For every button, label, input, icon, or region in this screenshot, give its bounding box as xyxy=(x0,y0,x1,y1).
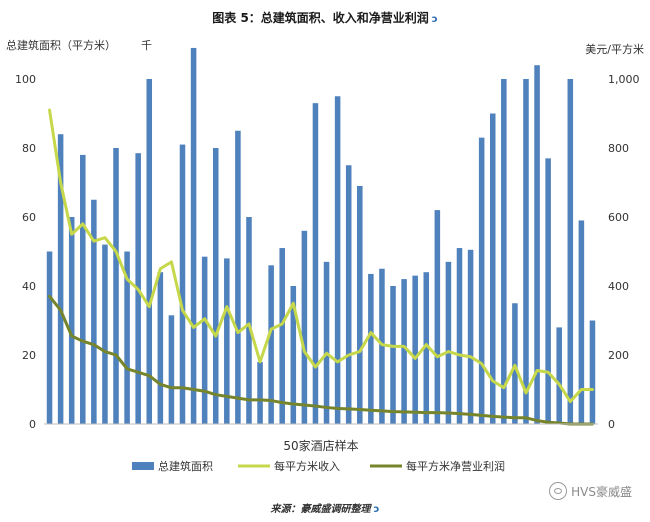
bar-gfa-10 xyxy=(146,79,153,424)
bar-gfa-16 xyxy=(212,148,219,424)
left-tick-label: 20 xyxy=(22,349,36,362)
bar-gfa-1 xyxy=(46,251,53,424)
left-tick-label: 0 xyxy=(29,418,36,431)
bar-gfa-20 xyxy=(257,361,263,424)
title-mark: ↄ xyxy=(431,14,438,25)
legend: 总建筑面积 每平方米收入 每平方米净营业利润 xyxy=(132,459,505,473)
bar-gfa-8 xyxy=(124,251,130,424)
source-mark: ↄ xyxy=(373,504,380,515)
line-revenue xyxy=(48,108,594,404)
chart-title: 图表 5：总建筑面积、收入和净营业利润 ↄ xyxy=(212,11,438,25)
right-tick-label: 800 xyxy=(608,142,629,155)
legend-label-gfa: 总建筑面积 xyxy=(158,459,213,473)
bar-gfa-30 xyxy=(368,273,374,424)
line-profit xyxy=(48,294,594,426)
bar-gfa-4 xyxy=(80,154,86,424)
right-tick-label: 0 xyxy=(608,418,615,431)
bar-gfa-19 xyxy=(246,217,252,424)
bar-gfa-43 xyxy=(512,303,518,424)
bar-gfa-13 xyxy=(179,144,186,425)
bar-gfa-34 xyxy=(412,275,418,424)
bar-gfa-50 xyxy=(589,320,596,424)
bar-gfa-12 xyxy=(168,315,175,424)
bar-gfa-38 xyxy=(456,248,463,424)
bar-gfa-35 xyxy=(423,272,430,424)
legend-label-revenue: 每平方米收入 xyxy=(274,459,340,473)
bar-gfa-2 xyxy=(57,134,64,424)
right-axis-ticks: 0 200 400 600 800 1,000 xyxy=(608,73,640,431)
bar-gfa-7 xyxy=(113,148,119,424)
bar-gfa-40 xyxy=(478,137,485,424)
bar-gfa-22 xyxy=(279,248,285,424)
legend-label-profit: 每平方米净营业利润 xyxy=(406,459,505,473)
left-tick-label: 60 xyxy=(22,211,36,224)
wechat-icon xyxy=(549,482,568,500)
bar-gfa-14 xyxy=(190,47,197,424)
bar-gfa-6 xyxy=(102,244,108,424)
bar-gfa-25 xyxy=(312,103,319,425)
watermark: HVS豪威盛 xyxy=(549,482,632,500)
bar-gfa-28 xyxy=(345,165,352,424)
bar-gfa-33 xyxy=(401,279,407,424)
bar-gfa-48 xyxy=(567,79,574,424)
bar-gfa-49 xyxy=(578,220,585,424)
x-axis-label: 50家酒店样本 xyxy=(283,438,358,453)
right-tick-label: 400 xyxy=(608,280,629,293)
bar-gfa-21 xyxy=(268,265,274,424)
bar-gfa-18 xyxy=(235,130,241,424)
right-tick-label: 200 xyxy=(608,349,629,362)
bar-gfa-44 xyxy=(523,79,529,424)
bar-gfa-15 xyxy=(201,256,208,424)
bar-gfa-39 xyxy=(467,249,474,424)
bar-gfa-46 xyxy=(545,158,551,424)
left-axis-unit: 千 xyxy=(141,39,152,52)
bar-gfa-31 xyxy=(379,268,385,424)
right-tick-label: 600 xyxy=(608,211,629,224)
bar-gfa-11 xyxy=(157,272,164,424)
bar-gfa-47 xyxy=(556,327,562,424)
source-note: 来源：豪威盛调研整理 ↄ xyxy=(270,504,380,515)
bar-gfa-32 xyxy=(390,286,396,424)
bar-gfa-41 xyxy=(489,113,496,424)
bar-gfa-27 xyxy=(334,96,341,424)
legend-swatch-gfa xyxy=(132,462,154,470)
left-tick-label: 80 xyxy=(22,142,36,155)
watermark-text: HVS豪威盛 xyxy=(571,484,632,499)
bar-gfa-36 xyxy=(434,210,441,424)
bar-series xyxy=(46,47,596,425)
bar-gfa-26 xyxy=(323,261,330,424)
line-series xyxy=(48,108,594,426)
bar-gfa-45 xyxy=(534,65,540,424)
bar-gfa-17 xyxy=(224,258,230,424)
bar-gfa-3 xyxy=(68,217,75,424)
right-axis-label: 美元/平方米 xyxy=(585,42,644,56)
bar-gfa-5 xyxy=(91,199,97,424)
left-axis-label: 总建筑面积（平方米） xyxy=(6,38,116,52)
left-tick-label: 100 xyxy=(15,73,36,86)
right-tick-label: 1,000 xyxy=(608,73,640,86)
left-axis-ticks: 0 20 40 60 80 100 xyxy=(15,73,36,431)
bar-gfa-42 xyxy=(501,79,507,424)
bar-gfa-37 xyxy=(445,261,452,424)
left-tick-label: 40 xyxy=(22,280,36,293)
bar-gfa-23 xyxy=(290,286,297,424)
bar-gfa-29 xyxy=(357,185,363,424)
bar-gfa-24 xyxy=(301,230,308,424)
